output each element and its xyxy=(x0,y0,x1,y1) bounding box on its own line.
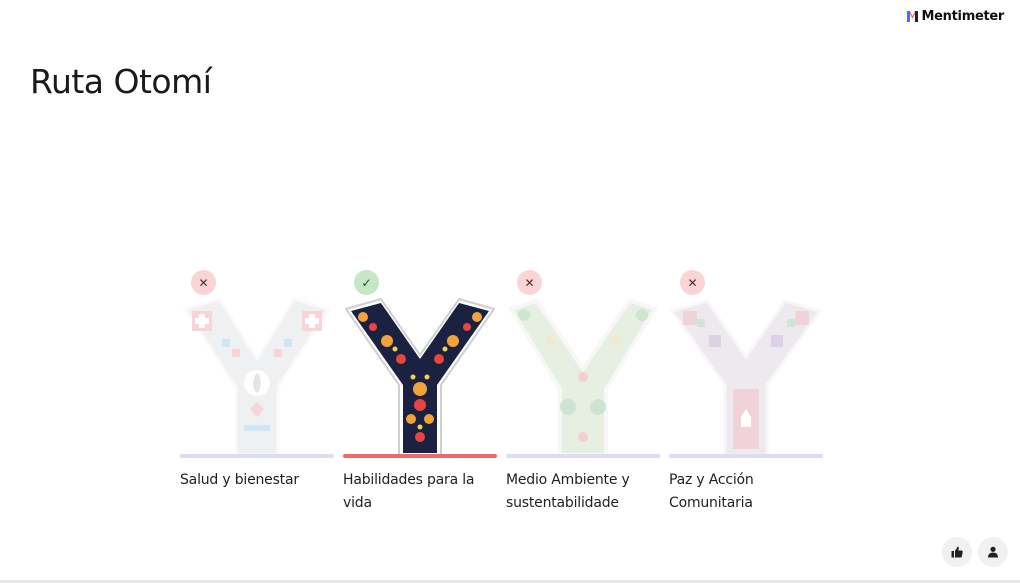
option-image-salud xyxy=(180,297,334,455)
result-bar xyxy=(506,454,660,458)
slide-title: Ruta Otomí xyxy=(30,62,212,101)
x-icon: ✕ xyxy=(680,270,705,295)
option-image-paz xyxy=(669,297,823,455)
mentimeter-brand: Mentimeter xyxy=(906,9,1005,24)
bottom-divider xyxy=(0,580,1020,583)
x-icon: ✕ xyxy=(191,270,216,295)
reactions-button[interactable] xyxy=(942,537,972,567)
result-bar xyxy=(669,454,823,458)
option-label: Paz y Acción Comunitaria xyxy=(669,472,754,511)
option-label: Salud y bienestar xyxy=(180,472,299,488)
result-bar-selected xyxy=(343,454,497,458)
option-image-medio-ambiente xyxy=(506,297,660,455)
brand-name: Mentimeter xyxy=(921,9,1005,24)
option-image-habilidades xyxy=(343,297,497,455)
x-icon: ✕ xyxy=(517,270,542,295)
check-icon: ✓ xyxy=(354,270,379,295)
mentimeter-logo-icon xyxy=(906,11,918,22)
option-label: Habilidades para la vida xyxy=(343,472,475,511)
thumbs-up-icon xyxy=(951,546,963,558)
person-icon xyxy=(988,546,998,558)
result-bar xyxy=(180,454,334,458)
audience-button[interactable] xyxy=(978,537,1008,567)
option-label: Medio Ambiente y sustentabilidade xyxy=(506,472,630,511)
